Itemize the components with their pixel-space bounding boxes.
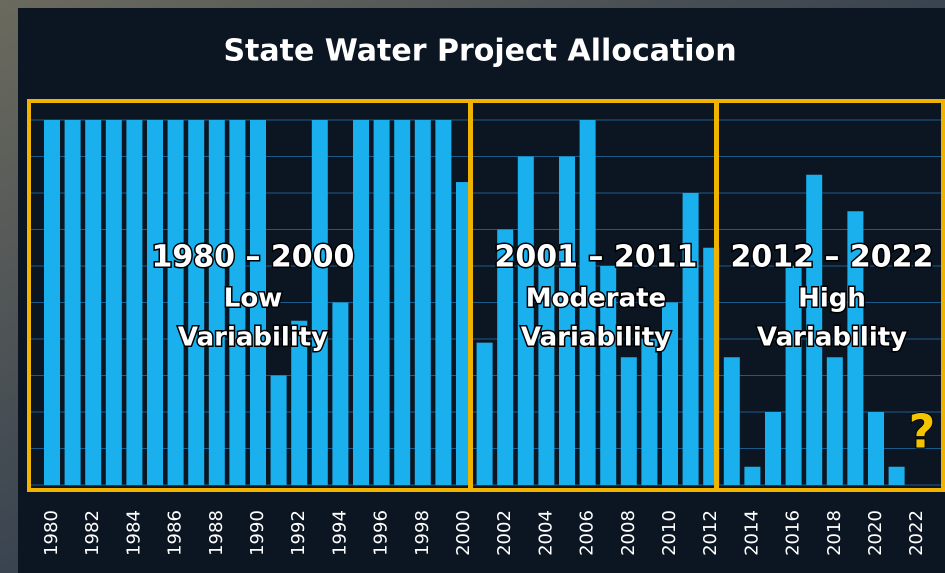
bar	[188, 120, 205, 485]
x-tick-label: 1982	[82, 510, 103, 556]
period-label: Variability	[521, 323, 671, 353]
period-label: Variability	[757, 323, 907, 353]
period-label: Moderate	[526, 284, 666, 314]
bar	[270, 375, 287, 485]
bar	[435, 120, 452, 485]
bar	[44, 120, 60, 485]
bar	[311, 120, 328, 485]
bar	[126, 120, 143, 485]
x-tick-label: 1992	[288, 510, 309, 556]
bar	[538, 247, 555, 485]
period-label: Variability	[178, 323, 328, 353]
bar	[229, 120, 246, 485]
bar	[497, 229, 514, 485]
x-tick-label: 2018	[824, 510, 845, 556]
x-tick-label: 1996	[371, 510, 392, 556]
chart-title: State Water Project Allocation	[223, 34, 736, 69]
x-tick-label: 1980	[41, 510, 62, 556]
bar	[147, 120, 163, 485]
bar	[868, 412, 884, 485]
x-tick-label: 2012	[700, 510, 721, 556]
bar	[785, 266, 802, 485]
bar	[744, 466, 761, 485]
x-tick-label: 1988	[206, 510, 227, 556]
x-tick-label: 1986	[165, 510, 186, 556]
x-tick-label: 1994	[329, 510, 350, 556]
x-tick-label: 2022	[906, 510, 927, 556]
bar	[64, 120, 81, 485]
x-tick-label: 2000	[453, 510, 474, 556]
bar	[559, 156, 575, 485]
x-tick-label: 1998	[412, 510, 433, 556]
x-tick-label: 2014	[741, 510, 762, 556]
bar	[208, 120, 225, 485]
bar	[353, 120, 369, 485]
bar	[85, 120, 102, 485]
bar	[105, 120, 122, 485]
bar	[167, 120, 184, 485]
x-tick-label: 2008	[618, 510, 639, 556]
bar	[620, 357, 637, 485]
bar	[476, 342, 493, 485]
period-title: 2012 – 2022	[731, 240, 934, 275]
bar	[600, 266, 617, 485]
bar	[682, 193, 699, 485]
bar	[641, 339, 658, 485]
x-tick-label: 1990	[247, 510, 268, 556]
period-label: Low	[224, 284, 282, 314]
bar	[332, 302, 349, 485]
bar	[723, 357, 740, 485]
bar	[765, 412, 781, 485]
x-tick-label: 2020	[865, 510, 886, 556]
x-tick-label: 2010	[659, 510, 680, 556]
bar	[414, 120, 431, 485]
bar	[806, 174, 823, 485]
x-tick-label: 2016	[783, 510, 804, 556]
bar	[250, 120, 266, 485]
bar	[517, 156, 534, 485]
period-title: 2001 – 2011	[495, 240, 698, 275]
bar	[394, 120, 411, 485]
bar	[373, 120, 390, 485]
period-label: High	[798, 284, 866, 314]
bar	[579, 120, 596, 485]
x-tick-label: 2006	[577, 510, 598, 556]
x-tick-label: 1984	[123, 510, 144, 556]
bar	[826, 357, 843, 485]
bar	[888, 466, 905, 485]
period-box	[715, 99, 945, 492]
bar	[662, 302, 678, 485]
bar	[847, 211, 864, 485]
x-tick-label: 2004	[535, 510, 556, 556]
bar	[291, 320, 308, 485]
period-title: 1980 – 2000	[152, 240, 355, 275]
pending-marker: ?	[909, 405, 936, 459]
x-tick-label: 2002	[494, 510, 515, 556]
